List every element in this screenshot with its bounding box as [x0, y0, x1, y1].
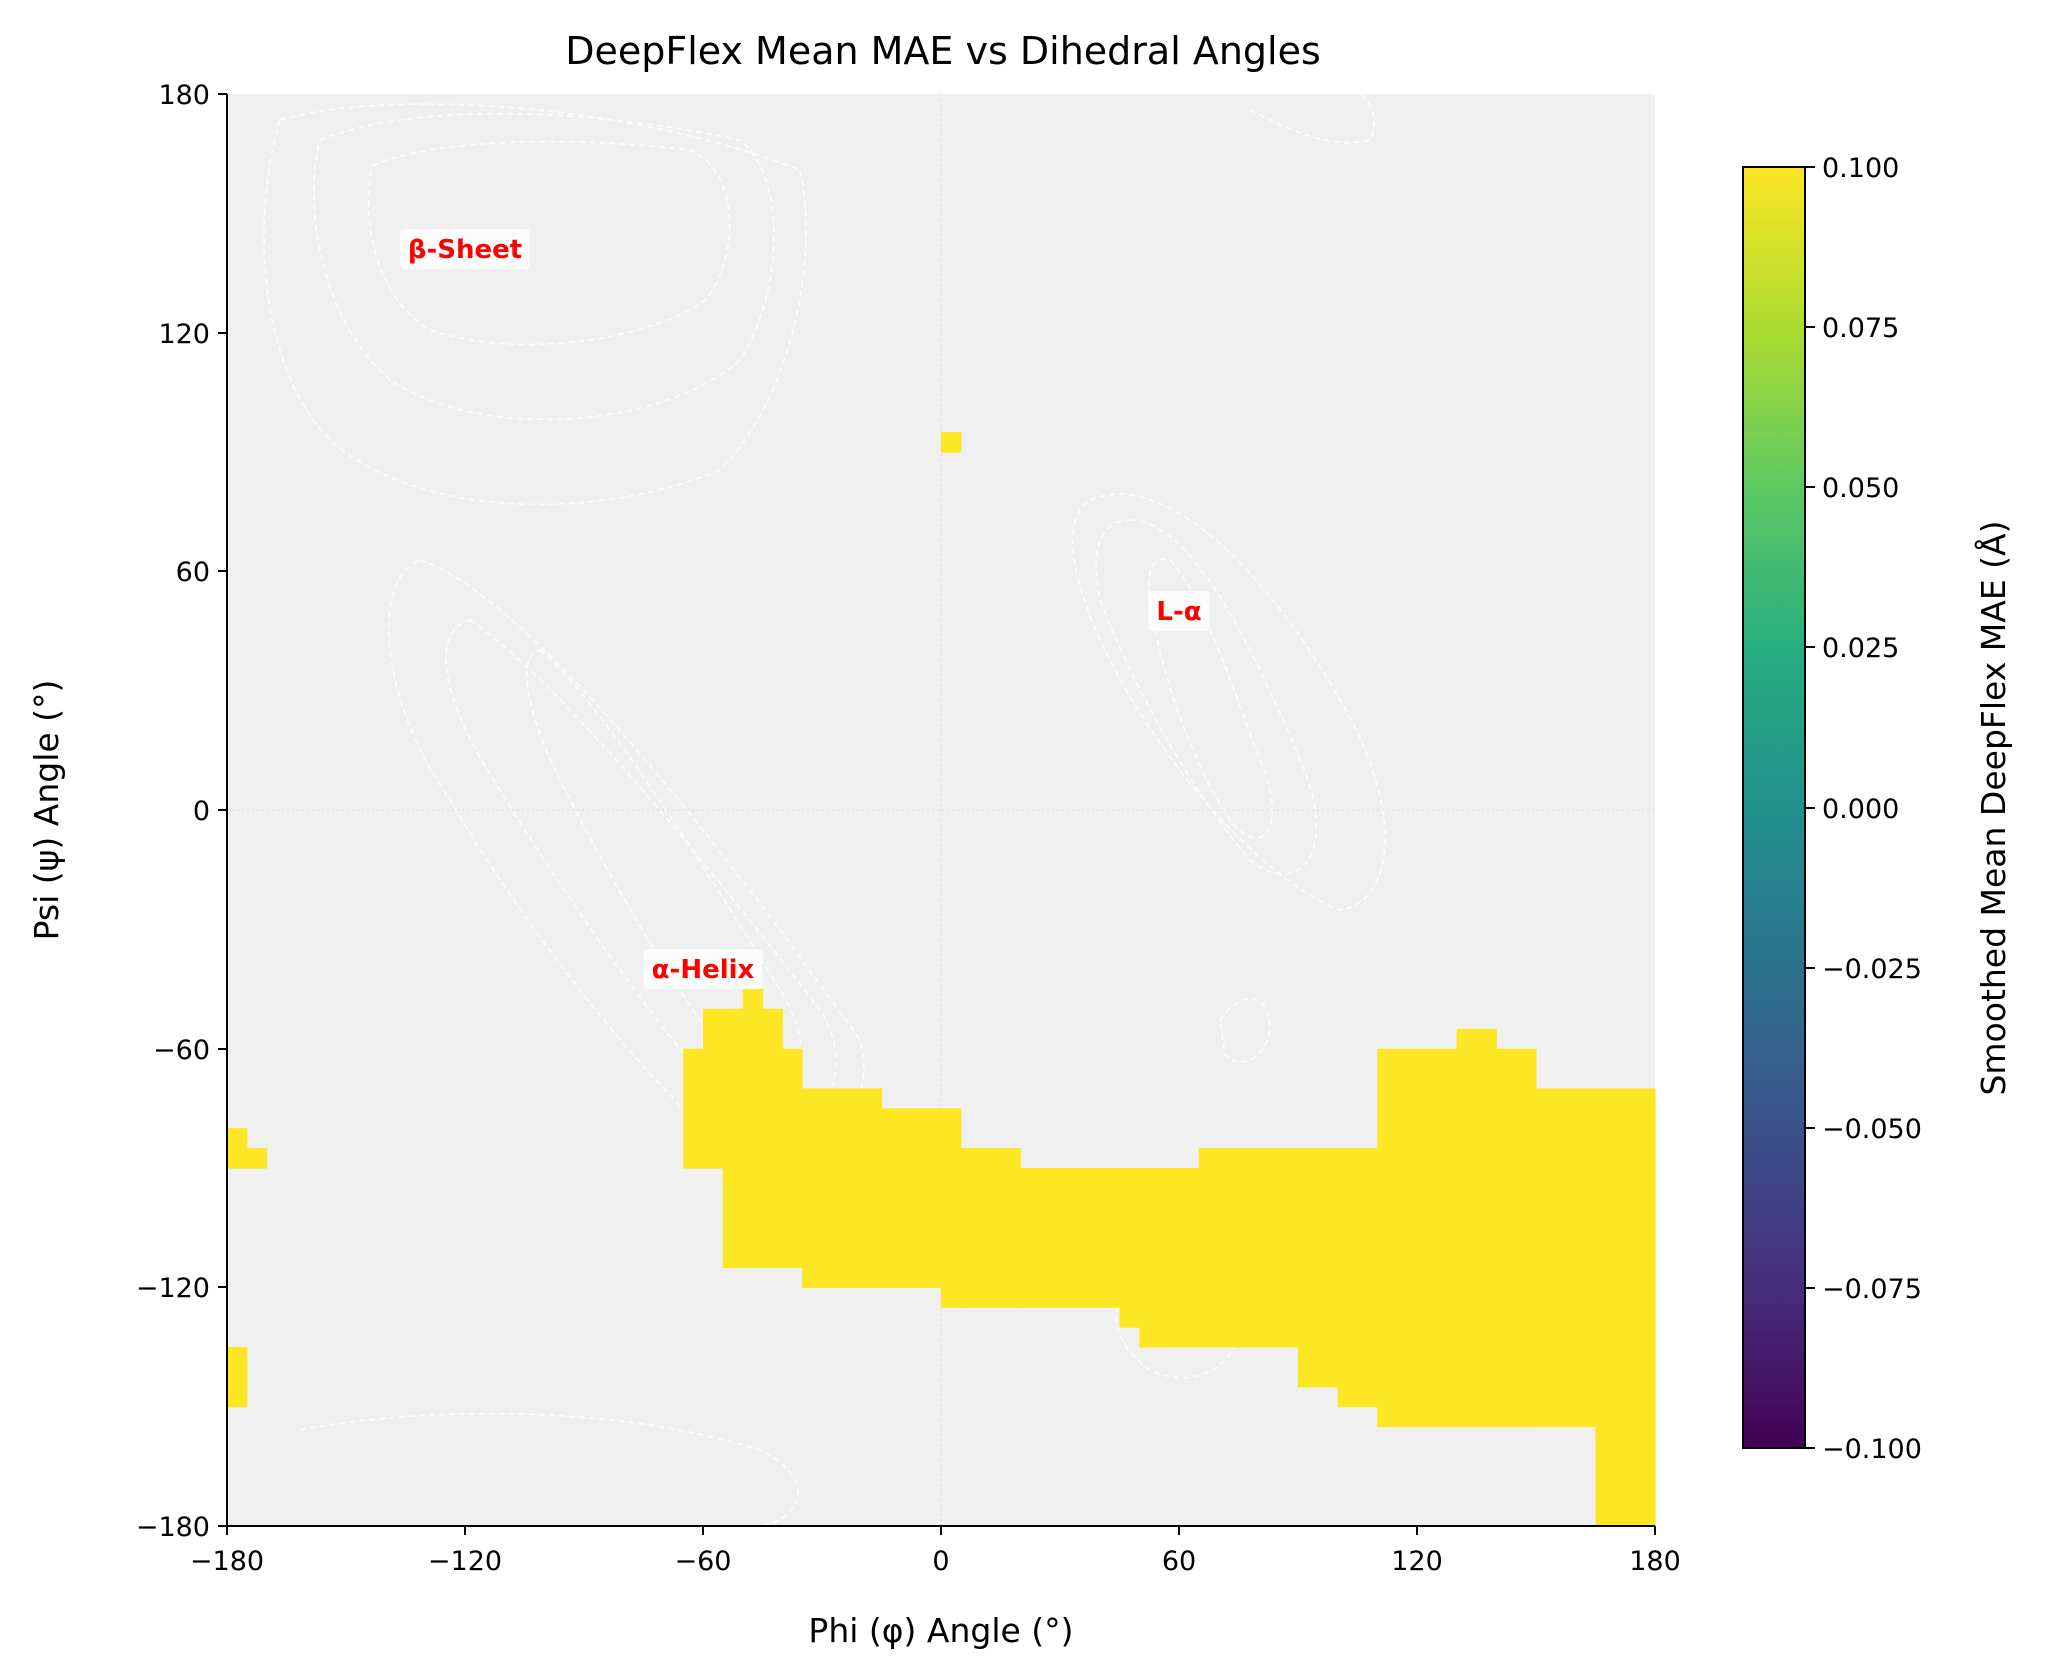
heatmap-cell [227, 1128, 248, 1169]
heatmap-cell [1020, 1168, 1121, 1308]
heatmap-cell [683, 1088, 724, 1169]
x-tick-label: −60 [675, 1546, 732, 1577]
heatmap-cell [881, 1108, 942, 1288]
y-tick-label: 60 [176, 557, 210, 588]
heatmap-cell [1298, 1148, 1339, 1388]
heatmap-cell [802, 1267, 883, 1288]
y-tick-label: −120 [136, 1273, 210, 1304]
y-tick-label: 0 [193, 796, 210, 827]
heatmap-cell [1377, 1048, 1458, 1428]
heatmap-cells [227, 94, 1656, 1527]
heatmap-cell [1456, 1028, 1497, 1428]
heatmap-cell [941, 432, 962, 453]
heatmap-cell [1119, 1168, 1140, 1328]
heatmap-cell [1496, 1048, 1537, 1428]
svg-text:α-Helix: α-Helix [652, 955, 755, 985]
x-tick-label: 0 [932, 1546, 949, 1577]
colorbar-tick-label: −0.025 [1822, 954, 1922, 985]
heatmap-cell [1198, 1148, 1299, 1348]
heatmap-cell [941, 1108, 962, 1308]
heatmap-cell [722, 1088, 883, 1268]
colorbar-tick-label: 0.100 [1822, 153, 1899, 184]
heatmap-cell [1536, 1088, 1597, 1428]
x-tick-label: 180 [1629, 1546, 1681, 1577]
colorbar-tick-label: 0.050 [1822, 473, 1899, 504]
heatmap-cell [1595, 1088, 1656, 1527]
heatmap-cell [1337, 1148, 1378, 1408]
heatmap-cell [703, 1008, 783, 1050]
y-tick-label: 180 [158, 80, 210, 111]
heatmap-cell [227, 1347, 248, 1408]
svg-text:L-α: L-α [1156, 597, 1201, 627]
svg-text:β-Sheet: β-Sheet [408, 235, 522, 265]
x-axis-label: Phi (φ) Angle (°) [808, 1611, 1073, 1650]
region-annotations: β-Sheet L-α α-Helix [399, 229, 1210, 990]
x-axis-ticks: −180 −120 −60 0 60 120 180 [190, 1526, 1681, 1577]
y-axis-label: Psi (ψ) Angle (°) [27, 680, 66, 941]
colorbar-tick-label: −0.050 [1822, 1114, 1922, 1145]
heatmap-cell [683, 1048, 803, 1090]
colorbar-tick-label: 0.025 [1822, 633, 1899, 664]
x-tick-label: −120 [428, 1546, 502, 1577]
colorbar-label: Smoothed Mean DeepFlex MAE (Å) [1973, 520, 2013, 1095]
annotation-beta-sheet: β-Sheet [399, 229, 531, 270]
heatmap-cell [742, 989, 764, 1010]
colorbar-tick-label: 0.075 [1822, 313, 1899, 344]
y-tick-label: −180 [136, 1512, 210, 1543]
colorbar-tick-label: −0.100 [1822, 1434, 1922, 1465]
heatmap-cell [1139, 1168, 1200, 1348]
x-tick-label: 120 [1391, 1546, 1443, 1577]
colorbar-tick-label: 0.000 [1822, 794, 1899, 825]
heatmap-cell [246, 1148, 268, 1169]
annotation-alpha-helix: α-Helix [643, 949, 763, 990]
heatmap-cell [960, 1148, 1021, 1308]
colorbar-ticks: −0.100 −0.075 −0.050 −0.025 0.000 0.025 … [1805, 153, 1922, 1465]
y-axis-ticks: −180 −120 −60 0 60 120 180 [136, 80, 227, 1543]
chart-title: DeepFlex Mean MAE vs Dihedral Angles [565, 29, 1321, 73]
x-tick-label: 60 [1162, 1546, 1196, 1577]
annotation-l-alpha: L-α [1148, 591, 1210, 632]
y-tick-label: −60 [153, 1035, 210, 1066]
colorbar [1742, 166, 1806, 1449]
x-tick-label: −180 [190, 1546, 264, 1577]
y-tick-label: 120 [158, 319, 210, 350]
colorbar-tick-label: −0.075 [1822, 1274, 1922, 1305]
